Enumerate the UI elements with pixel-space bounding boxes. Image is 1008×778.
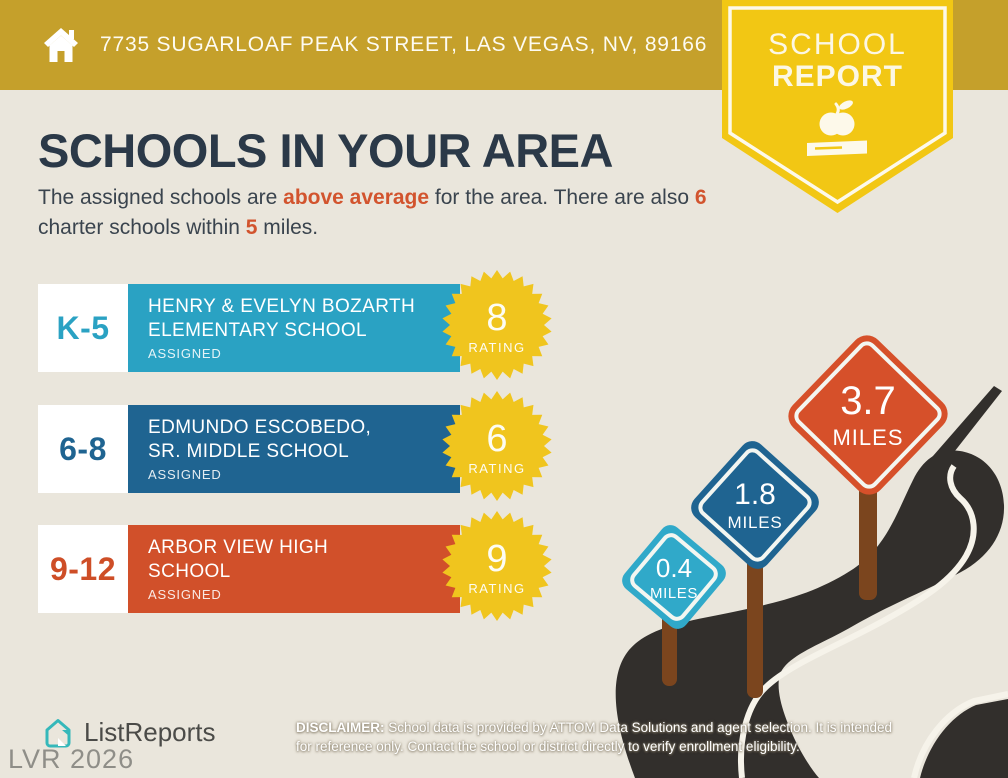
school-status: ASSIGNED	[148, 346, 222, 361]
rating-badge: 9 RATING	[441, 510, 553, 622]
school-name: ARBOR VIEW HIGH SCHOOL	[148, 537, 329, 582]
disclaimer: DISCLAIMER: School data is provided by A…	[296, 719, 958, 756]
listreports-brand-text: ListReports	[84, 717, 216, 747]
distance-value: 1.8	[734, 477, 776, 511]
distance-unit: MILES	[727, 512, 783, 532]
grade-range: 6-8	[59, 430, 107, 467]
rating-value: 6	[486, 418, 508, 460]
apple-book-icon	[807, 100, 867, 156]
disclaimer-line1: DISCLAIMER: School data is provided by A…	[296, 720, 893, 735]
watermark: LVR 2026	[8, 744, 135, 774]
disclaimer-line2: for reference only. Contact the school o…	[296, 738, 800, 754]
school-bar: EDMUNDO ESCOBEDO, SR. MIDDLE SCHOOL ASSI…	[128, 405, 460, 493]
road-corner-line	[911, 691, 1008, 778]
property-address: 7735 SUGARLOAF PEAK STREET, LAS VEGAS, N…	[100, 33, 708, 56]
grade-range-box: K-5	[38, 284, 128, 372]
intro-text-1: The assigned schools are	[38, 186, 284, 209]
rating-label: RATING	[468, 340, 526, 355]
rating-value: 9	[486, 538, 508, 580]
intro-paragraph: The assigned schools are above average f…	[38, 183, 738, 243]
grade-range-box: 6-8	[38, 405, 128, 493]
starburst-icon	[442, 270, 552, 380]
grade-range: 9-12	[49, 550, 117, 587]
distance-sign-middle: 1.8 MILES	[685, 435, 825, 575]
grade-range: K-5	[56, 309, 110, 346]
school-bar: HENRY & EVELYN BOZARTH ELEMENTARY SCHOOL…	[128, 284, 460, 372]
school-bar: ARBOR VIEW HIGH SCHOOL ASSIGNED	[128, 525, 460, 613]
distance-unit: MILES	[649, 584, 698, 602]
rating-badge: 6 RATING	[441, 390, 553, 502]
rating-value: 8	[486, 297, 508, 339]
school-row-middle: 6-8 EDMUNDO ESCOBEDO, SR. MIDDLE SCHOOL …	[38, 391, 598, 501]
road-body	[615, 450, 1005, 778]
page-title: SCHOOLS IN YOUR AREA	[38, 124, 613, 177]
rating-label: RATING	[468, 581, 526, 596]
sign-post-far	[859, 488, 877, 600]
road-corner	[920, 699, 1008, 778]
listreports-brand: ListReports	[42, 716, 216, 749]
rating-badge: 8 RATING	[441, 269, 553, 381]
distance-value: 0.4	[655, 552, 693, 583]
school-status: ASSIGNED	[148, 587, 222, 602]
intro-highlight-above-average: above average	[283, 186, 430, 209]
distance-unit: MILES	[832, 425, 904, 450]
school-name: HENRY & EVELYN BOZARTH ELEMENTARY SCHOOL	[148, 296, 416, 341]
intro-text-2: for the area. There are also	[429, 186, 695, 209]
ribbon-title-line1: SCHOOL	[768, 28, 907, 61]
starburst-icon	[442, 391, 552, 501]
school-row-elementary: K-5 HENRY & EVELYN BOZARTH ELEMENTARY SC…	[38, 270, 598, 380]
ribbon-title-line2: REPORT	[771, 60, 903, 93]
school-row-high: 9-12 ARBOR VIEW HIGH SCHOOL ASSIGNED 9 R…	[38, 511, 598, 621]
sign-post-mid	[747, 560, 763, 698]
school-status: ASSIGNED	[148, 467, 222, 482]
listreports-logo-icon	[45, 719, 71, 748]
rating-label: RATING	[468, 461, 526, 476]
grade-range-box: 9-12	[38, 525, 128, 613]
intro-text-3: charter schools within	[38, 216, 246, 239]
distance-value: 3.7	[840, 379, 896, 423]
intro-text-4: miles.	[257, 216, 319, 239]
school-report-ribbon: SCHOOL REPORT	[722, 0, 953, 215]
intro-highlight-miles: 5	[245, 216, 258, 239]
home-icon	[44, 28, 78, 62]
road-tail	[926, 386, 1002, 470]
starburst-icon	[442, 511, 552, 621]
school-name: EDMUNDO ESCOBEDO, SR. MIDDLE SCHOOL	[148, 417, 372, 462]
distance-sign-high: 3.7 MILES	[781, 328, 955, 502]
disclaimer-label: DISCLAIMER:	[296, 720, 385, 735]
intro-highlight-charter-count: 6	[694, 186, 707, 209]
